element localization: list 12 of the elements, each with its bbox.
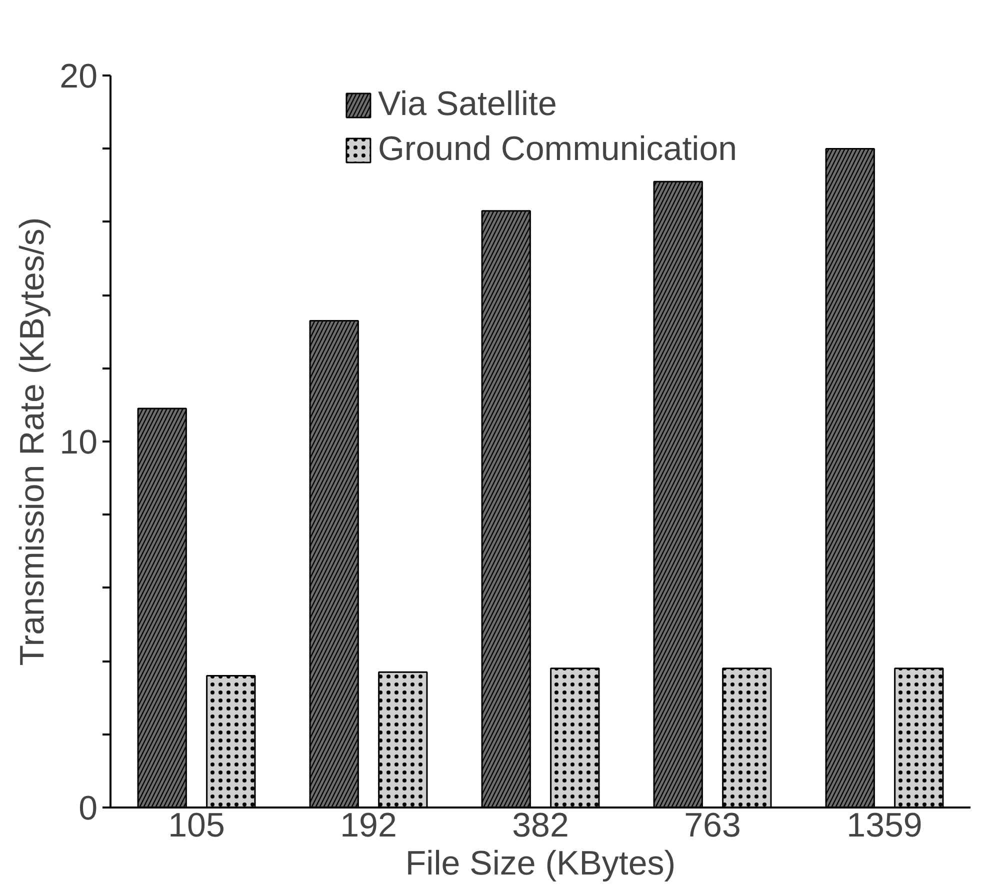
legend-label: Ground Communication	[378, 130, 738, 169]
x-tick-label: 105	[168, 806, 225, 844]
x-tick-label: 1359	[846, 806, 922, 844]
y-axis-title: Transmission Rate (KBytes/s)	[14, 217, 52, 666]
x-tick-label: 382	[512, 806, 569, 844]
x-tick-label: 763	[684, 806, 741, 844]
x-tick-label: 192	[340, 806, 397, 844]
y-tick-label: 20	[60, 58, 98, 96]
x-axis-title: File Size (KBytes)	[405, 844, 676, 882]
y-tick-label: 10	[60, 424, 98, 462]
legend-label: Via Satellite	[378, 85, 557, 124]
y-tick-label: 0	[78, 790, 98, 828]
